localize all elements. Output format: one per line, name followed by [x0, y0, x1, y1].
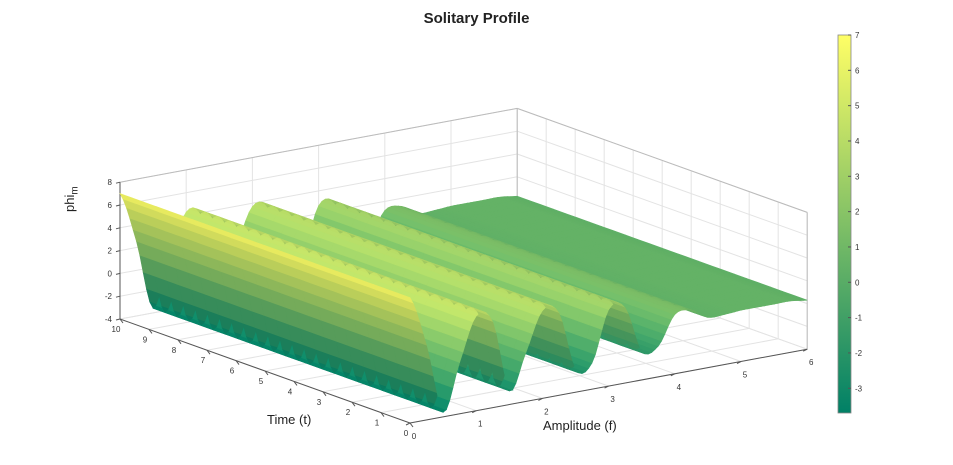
y-tick-mark	[264, 370, 269, 376]
side-wall-gridline	[517, 130, 808, 236]
z-tick-mark	[115, 272, 121, 275]
y-tick-mark	[322, 391, 327, 397]
x-tick-label: 6	[809, 358, 814, 367]
z-tick-label: 0	[108, 269, 113, 278]
x-tick-mark	[538, 397, 543, 401]
colorbar-tick-label: 3	[855, 172, 860, 181]
x-tick-mark	[471, 410, 477, 414]
z-tick-label: 4	[108, 224, 113, 233]
y-tick-label: 2	[346, 408, 351, 417]
x-tick-mark	[405, 422, 411, 426]
z-tick-label: 8	[108, 178, 113, 187]
colorbar-tick-label: 6	[855, 66, 860, 75]
colorbar-tick-label: 0	[855, 278, 860, 287]
y-tick-mark	[177, 339, 182, 345]
z-axis-label-text: phi	[62, 194, 77, 212]
x-axis-label: Amplitude (f)	[543, 418, 617, 433]
y-tick-mark	[293, 381, 298, 386]
x-tick-mark	[802, 348, 808, 352]
x-tick-mark	[604, 385, 609, 389]
colorbar-tick-label: -3	[855, 384, 863, 393]
y-tick-label: 6	[230, 367, 235, 376]
colorbar-tick-label: -1	[855, 314, 863, 323]
y-tick-label: 4	[288, 387, 293, 396]
box-edge	[119, 107, 518, 183]
y-tick-mark	[119, 318, 124, 324]
y-axis-label: Time (t)	[267, 412, 312, 427]
y-tick-label: 9	[143, 335, 148, 344]
colorbar-tick-label: 1	[855, 243, 860, 252]
y-tick-mark	[235, 360, 240, 365]
x-tick-label: 4	[677, 383, 682, 392]
y-tick-label: 5	[259, 377, 264, 386]
z-tick-label: -4	[105, 315, 113, 324]
x-tick-label: 3	[610, 395, 615, 404]
z-tick-mark	[115, 204, 121, 207]
z-tick-label: 2	[108, 247, 113, 256]
y-tick-label: 7	[201, 356, 206, 365]
box-edge	[517, 107, 808, 213]
x-tick-label: 5	[743, 371, 748, 380]
y-tick-label: 8	[172, 346, 177, 355]
y-tick-mark	[409, 422, 414, 428]
y-tick-label: 1	[375, 419, 380, 428]
z-axis-label-subscript: m	[69, 186, 81, 195]
x-tick-label: 0	[412, 432, 417, 441]
surface-patch	[791, 295, 808, 301]
x-tick-label: 2	[544, 407, 549, 416]
x-tick-mark	[736, 361, 742, 364]
colorbar-tick-label: 7	[855, 31, 860, 40]
x-tick-mark	[670, 373, 676, 377]
z-tick-mark	[115, 295, 121, 298]
side-wall-gridline	[517, 153, 808, 259]
back-wall-gridline	[119, 130, 518, 206]
y-tick-mark	[380, 412, 385, 417]
colorbar-tick-label: -2	[855, 349, 863, 358]
y-tick-mark	[206, 349, 211, 355]
surface-mesh	[119, 193, 808, 413]
z-tick-mark	[115, 318, 121, 321]
colorbar	[837, 34, 852, 414]
side-wall-gridline	[517, 176, 808, 282]
chart-title: Solitary Profile	[423, 10, 530, 27]
z-tick-label: 6	[108, 201, 113, 210]
colorbar-tick-label: 4	[855, 137, 860, 146]
colorbar-tick-label: 5	[855, 102, 860, 111]
z-tick-label: -2	[105, 292, 113, 301]
y-tick-mark	[148, 329, 153, 334]
z-axis-label: phim	[62, 186, 81, 212]
y-tick-mark	[351, 401, 356, 407]
z-tick-mark	[115, 227, 121, 230]
x-tick-label: 1	[478, 420, 483, 429]
z-tick-mark	[115, 181, 121, 184]
y-tick-label: 3	[317, 398, 322, 407]
z-tick-mark	[115, 250, 121, 253]
y-tick-label: 10	[112, 325, 121, 334]
y-tick-label: 0	[404, 429, 409, 438]
colorbar-tick-label: 2	[855, 208, 860, 217]
